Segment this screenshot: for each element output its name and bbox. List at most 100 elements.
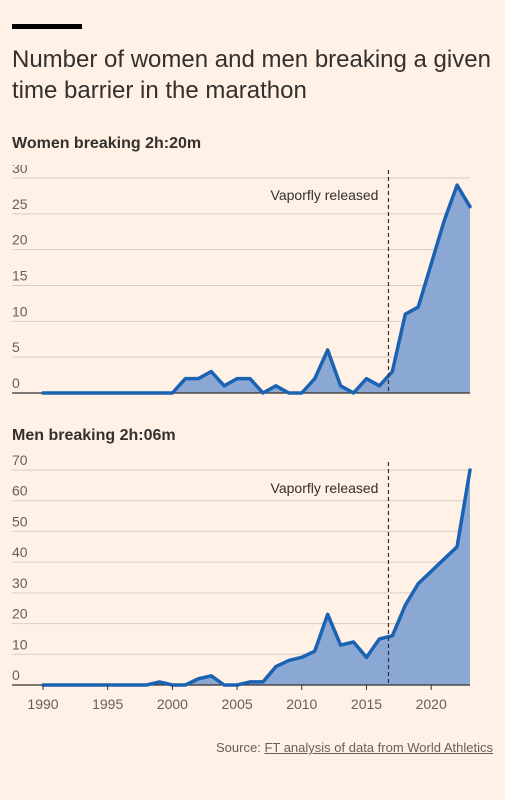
data-point-2021 bbox=[442, 557, 446, 561]
data-point-1993 bbox=[80, 683, 84, 687]
y-tick-label-10: 10 bbox=[12, 303, 28, 319]
series-area bbox=[43, 470, 470, 685]
page-title: Number of women and men breaking a given… bbox=[12, 46, 491, 104]
y-tick-label-20: 20 bbox=[12, 232, 28, 248]
data-point-2013 bbox=[339, 643, 342, 647]
data-point-2023 bbox=[468, 205, 472, 208]
y-tick-label-30: 30 bbox=[12, 165, 28, 176]
x-tick-label-1995: 1995 bbox=[92, 696, 123, 712]
men-chart-title: Men breaking 2h:06m bbox=[12, 427, 176, 444]
data-point-1994 bbox=[93, 683, 96, 687]
y-tick-label-15: 15 bbox=[12, 268, 28, 284]
data-point-2018 bbox=[404, 312, 407, 316]
data-point-1996 bbox=[119, 391, 122, 395]
data-point-2001 bbox=[184, 377, 187, 380]
series-line bbox=[41, 468, 472, 687]
y-tick-label-0: 0 bbox=[12, 375, 20, 391]
data-point-1995 bbox=[106, 391, 109, 395]
data-point-2008 bbox=[274, 384, 278, 388]
x-tick-label-2000: 2000 bbox=[157, 696, 188, 712]
data-point-2005 bbox=[235, 377, 239, 380]
y-tick-label-5: 5 bbox=[12, 339, 20, 355]
data-point-2006 bbox=[248, 377, 252, 380]
x-tick-label-2010: 2010 bbox=[286, 696, 317, 712]
data-point-2011 bbox=[313, 650, 316, 653]
data-point-2010 bbox=[300, 656, 303, 659]
women-chart-title: Women breaking 2h:20m bbox=[12, 135, 202, 152]
data-point-2017 bbox=[391, 634, 394, 638]
y-tick-label-70: 70 bbox=[12, 455, 28, 468]
data-point-2014 bbox=[352, 391, 355, 395]
data-point-2020 bbox=[429, 570, 433, 573]
data-point-1998 bbox=[145, 683, 148, 687]
vaporfly-annotation-label: Vaporfly released bbox=[271, 187, 379, 203]
x-tick-label-1990: 1990 bbox=[27, 696, 58, 712]
data-point-2003 bbox=[210, 674, 213, 677]
data-point-1994 bbox=[93, 391, 96, 395]
data-point-1997 bbox=[132, 683, 135, 687]
data-point-1991 bbox=[54, 391, 58, 395]
data-point-2018 bbox=[404, 603, 407, 607]
data-point-2008 bbox=[274, 665, 278, 668]
data-point-2001 bbox=[184, 683, 187, 687]
brand-bar bbox=[12, 24, 82, 29]
data-point-2006 bbox=[248, 680, 252, 684]
y-tick-label-50: 50 bbox=[12, 513, 28, 529]
data-point-2016 bbox=[378, 384, 381, 388]
data-point-1991 bbox=[54, 683, 58, 687]
data-point-1992 bbox=[67, 391, 71, 395]
data-point-2004 bbox=[222, 683, 226, 687]
source-prefix: Source: bbox=[216, 740, 265, 755]
data-point-2000 bbox=[171, 391, 174, 395]
y-tick-label-0: 0 bbox=[12, 667, 20, 683]
data-point-2002 bbox=[197, 377, 200, 380]
data-point-2010 bbox=[300, 391, 303, 395]
data-point-2021 bbox=[442, 219, 446, 223]
source-note: Source: FT analysis of data from World A… bbox=[216, 740, 493, 755]
y-tick-label-60: 60 bbox=[12, 483, 28, 499]
y-tick-label-25: 25 bbox=[12, 196, 28, 212]
data-point-2013 bbox=[339, 384, 342, 388]
women-area-chart: 0 5 10 15 20 25 30 Vaporfly released bbox=[12, 165, 472, 395]
x-tick-label-2020: 2020 bbox=[416, 696, 447, 712]
data-point-2007 bbox=[261, 391, 265, 395]
data-point-2003 bbox=[210, 370, 213, 373]
x-tick-label-2015: 2015 bbox=[351, 696, 382, 712]
data-point-1999 bbox=[158, 391, 161, 395]
y-tick-label-10: 10 bbox=[12, 636, 28, 652]
data-point-2009 bbox=[287, 391, 291, 395]
data-point-2004 bbox=[222, 384, 226, 388]
data-point-2017 bbox=[391, 370, 394, 373]
data-point-2020 bbox=[429, 262, 433, 266]
data-point-2002 bbox=[197, 677, 200, 681]
data-point-1997 bbox=[132, 391, 135, 395]
data-point-2015 bbox=[365, 656, 368, 659]
vaporfly-annotation-label: Vaporfly released bbox=[271, 480, 379, 496]
data-point-1999 bbox=[158, 680, 161, 684]
source-link[interactable]: FT analysis of data from World Athletics bbox=[264, 740, 493, 755]
data-point-1996 bbox=[119, 683, 122, 687]
data-point-2022 bbox=[455, 545, 459, 548]
data-point-2012 bbox=[326, 348, 329, 352]
series-line bbox=[41, 183, 472, 395]
data-point-2019 bbox=[417, 305, 420, 309]
data-point-1998 bbox=[145, 391, 148, 395]
data-point-2009 bbox=[287, 659, 291, 662]
series-area bbox=[43, 185, 470, 393]
y-tick-label-20: 20 bbox=[12, 606, 28, 622]
men-area-chart: 0 10 20 30 40 50 60 70 Vaporfly released 1990 1995… bbox=[12, 455, 472, 712]
data-point-1993 bbox=[80, 391, 84, 395]
data-point-2023 bbox=[468, 468, 472, 472]
data-point-1990 bbox=[41, 391, 45, 395]
data-point-2016 bbox=[378, 637, 381, 641]
data-point-2007 bbox=[261, 680, 265, 684]
data-point-2019 bbox=[417, 582, 420, 585]
data-point-1992 bbox=[67, 683, 71, 687]
x-tick-label-2005: 2005 bbox=[222, 696, 253, 712]
data-point-2014 bbox=[352, 640, 355, 644]
data-point-2015 bbox=[365, 377, 368, 380]
data-point-2022 bbox=[455, 183, 459, 187]
y-tick-label-40: 40 bbox=[12, 544, 28, 560]
data-point-2012 bbox=[326, 613, 329, 616]
data-point-2011 bbox=[313, 377, 316, 380]
